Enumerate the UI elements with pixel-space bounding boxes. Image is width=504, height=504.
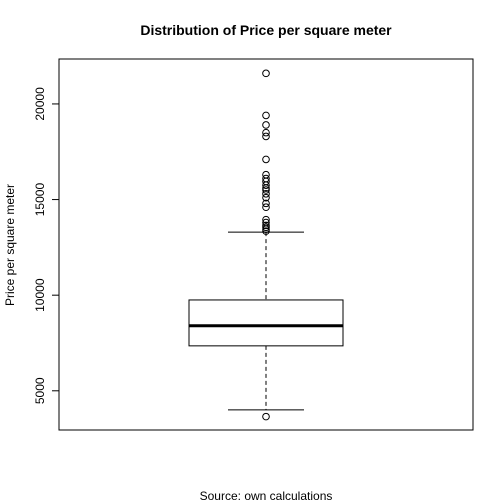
outlier-point — [262, 199, 270, 208]
outlier-point — [262, 223, 270, 232]
x-axis-caption: Source: own calculations — [200, 489, 333, 503]
outlier-point — [262, 215, 270, 224]
outlier-point — [262, 221, 270, 230]
outlier-point — [262, 121, 270, 129]
y-axis: 5000 10000 15000 20000 — [33, 87, 60, 404]
outlier-point — [262, 203, 270, 212]
outlier-point — [262, 227, 270, 235]
outlier-point — [262, 412, 270, 421]
outlier-point — [262, 193, 270, 202]
outlier-point — [262, 174, 270, 183]
boxplot — [188, 231, 344, 411]
y-axis-label: Price per square meter — [3, 184, 17, 306]
outlier-point — [262, 69, 270, 78]
interquartile-box — [188, 299, 344, 347]
outlier-point — [262, 111, 270, 120]
outlier-point — [262, 132, 270, 141]
outlier-point — [262, 218, 270, 227]
outlier-point — [262, 155, 270, 164]
y-tick-label: 10000 — [33, 278, 47, 312]
outlier-point — [262, 170, 270, 179]
y-tick-label: 20000 — [33, 87, 47, 121]
outlier-point — [262, 190, 270, 198]
outlier-points — [262, 69, 270, 421]
chart-title: Distribution of Price per square meter — [140, 22, 392, 38]
y-tick-label: 5000 — [33, 377, 47, 404]
outlier-point — [262, 186, 270, 194]
outlier-point — [262, 128, 270, 137]
y-tick-label: 15000 — [33, 183, 47, 217]
